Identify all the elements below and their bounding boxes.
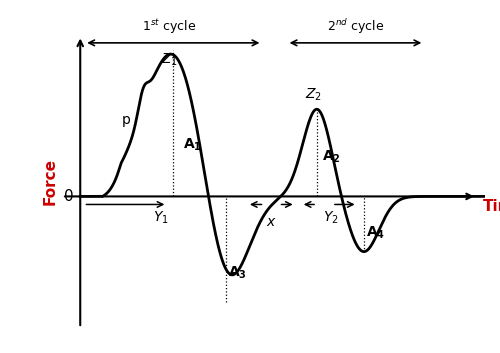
- Text: Force: Force: [42, 158, 58, 205]
- Text: $\mathbf{A_3}$: $\mathbf{A_3}$: [228, 264, 247, 281]
- Text: 1$^{st}$ cycle: 1$^{st}$ cycle: [142, 18, 197, 36]
- Text: p: p: [122, 113, 131, 127]
- Text: $Z_2$: $Z_2$: [305, 86, 322, 103]
- Text: $Y_2$: $Y_2$: [324, 210, 339, 226]
- Text: 2$^{nd}$ cycle: 2$^{nd}$ cycle: [327, 17, 384, 36]
- Text: $\mathbf{A_2}$: $\mathbf{A_2}$: [322, 149, 340, 165]
- Text: $x$: $x$: [266, 215, 277, 229]
- Text: $\mathbf{A_4}$: $\mathbf{A_4}$: [366, 225, 385, 241]
- Text: $Z_1$: $Z_1$: [161, 51, 178, 68]
- Text: Time: Time: [483, 199, 500, 214]
- Text: 0: 0: [64, 189, 74, 204]
- Text: $\mathbf{A_1}$: $\mathbf{A_1}$: [184, 137, 203, 154]
- Text: $Y_1$: $Y_1$: [154, 210, 169, 226]
